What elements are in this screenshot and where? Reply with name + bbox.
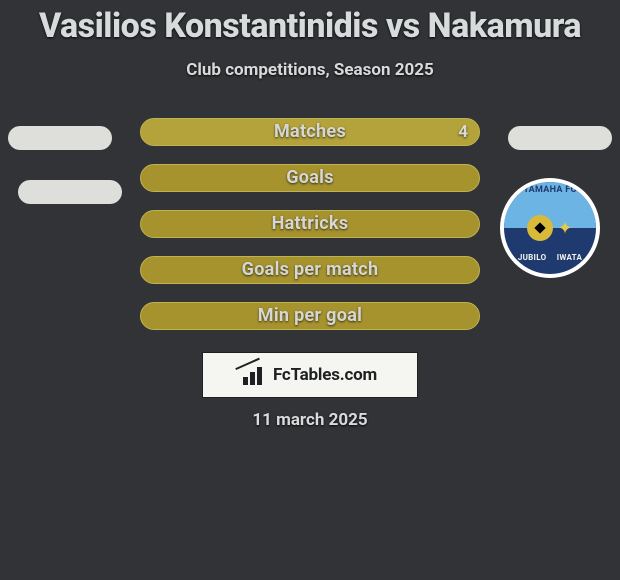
stat-row-goals-per-match: Goals per match [0,256,620,302]
stat-row-goals: Goals [0,164,620,210]
stat-row-matches: Matches 4 [0,118,620,164]
brand-link[interactable]: FcTables.com [202,352,418,398]
stat-label: Matches [140,118,480,146]
brand-text: FcTables.com [273,365,377,385]
stat-label: Goals per match [140,256,480,284]
stat-row-hattricks: Hattricks [0,210,620,256]
stat-label: Hattricks [140,210,480,238]
stat-value-right: 4 [458,118,468,146]
stat-label: Goals [140,164,480,192]
stat-label: Min per goal [140,302,480,330]
bar-chart-icon [243,365,267,385]
page-title: Vasilios Konstantinidis vs Nakamura [0,0,620,46]
stat-rows: Matches 4 Goals Hattricks Goals per matc… [0,118,620,348]
date-label: 11 march 2025 [0,410,620,430]
stat-row-min-per-goal: Min per goal [0,302,620,348]
comparison-infographic: Vasilios Konstantinidis vs Nakamura Club… [0,0,620,580]
page-subtitle: Club competitions, Season 2025 [0,60,620,80]
